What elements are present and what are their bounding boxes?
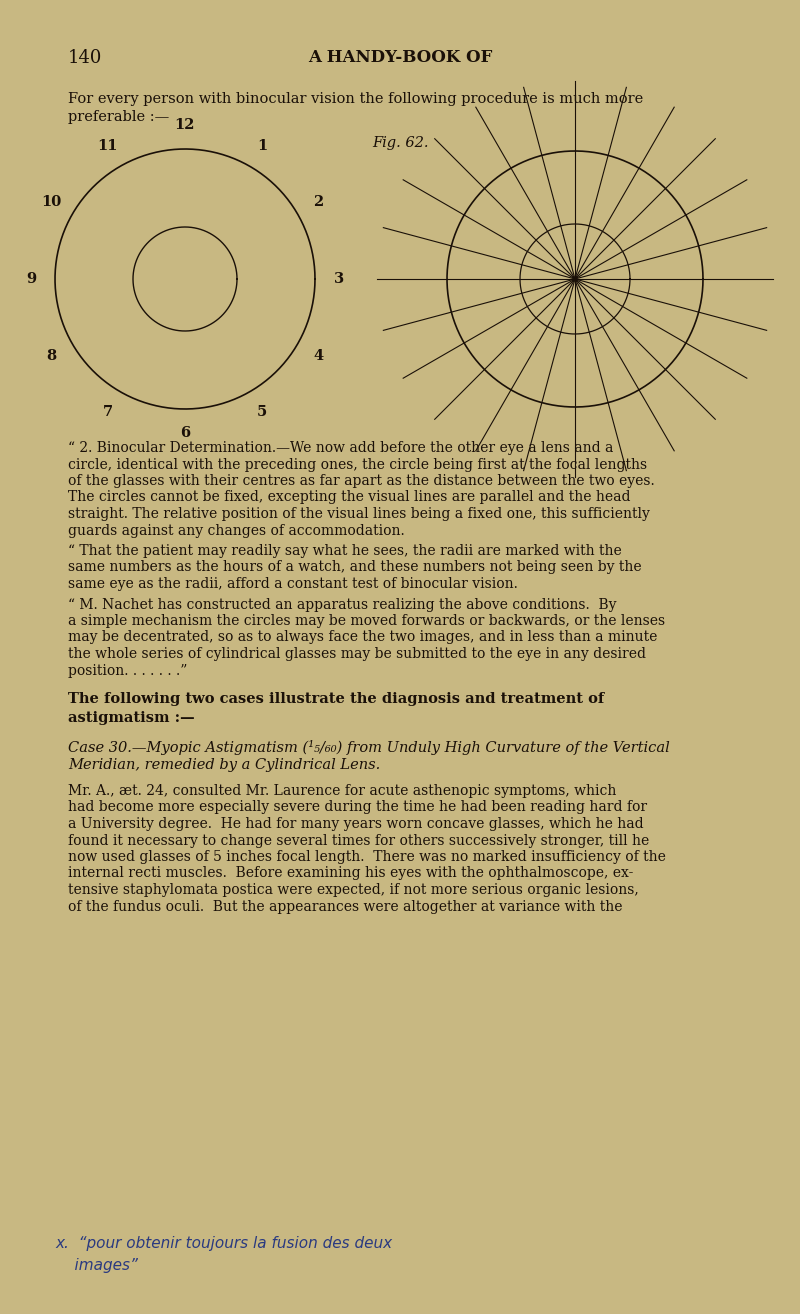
Text: had become more especially severe during the time he had been reading hard for: had become more especially severe during… bbox=[68, 800, 647, 815]
Text: Case 30.—Myopic Astigmatism (¹₅/₆₀) from Unduly High Curvature of the Vertical: Case 30.—Myopic Astigmatism (¹₅/₆₀) from… bbox=[68, 740, 670, 756]
Text: internal recti muscles.  Before examining his eyes with the ophthalmoscope, ex-: internal recti muscles. Before examining… bbox=[68, 866, 634, 880]
Text: 9: 9 bbox=[26, 272, 36, 286]
Text: astigmatism :—: astigmatism :— bbox=[68, 711, 194, 725]
Text: Fig. 62.: Fig. 62. bbox=[372, 137, 428, 150]
Text: 11: 11 bbox=[98, 139, 118, 152]
Text: guards against any changes of accommodation.: guards against any changes of accommodat… bbox=[68, 523, 405, 537]
Text: circle, identical with the preceding ones, the circle being first at the focal l: circle, identical with the preceding one… bbox=[68, 457, 647, 472]
Text: 8: 8 bbox=[46, 350, 57, 363]
Text: 6: 6 bbox=[180, 426, 190, 440]
Text: position. . . . . . .”: position. . . . . . .” bbox=[68, 664, 187, 678]
Text: x.  “pour obtenir toujours la fusion des deux: x. “pour obtenir toujours la fusion des … bbox=[55, 1236, 392, 1251]
Text: “ That the patient may readily say what he sees, the radii are marked with the: “ That the patient may readily say what … bbox=[68, 544, 622, 558]
Text: may be decentrated, so as to always face the two images, and in less than a minu: may be decentrated, so as to always face… bbox=[68, 631, 658, 644]
Text: same eye as the radii, afford a constant test of binocular vision.: same eye as the radii, afford a constant… bbox=[68, 577, 518, 591]
Text: 2: 2 bbox=[314, 194, 323, 209]
Text: straight. The relative position of the visual lines being a fixed one, this suff: straight. The relative position of the v… bbox=[68, 507, 650, 520]
Text: The following two cases illustrate the diagnosis and treatment of: The following two cases illustrate the d… bbox=[68, 692, 604, 706]
Text: A HANDY-BOOK OF: A HANDY-BOOK OF bbox=[308, 49, 492, 66]
Text: found it necessary to change several times for others successively stronger, til: found it necessary to change several tim… bbox=[68, 833, 650, 848]
Text: tensive staphylomata postica were expected, if not more serious organic lesions,: tensive staphylomata postica were expect… bbox=[68, 883, 638, 897]
Text: 3: 3 bbox=[334, 272, 344, 286]
Text: Mr. A., æt. 24, consulted Mr. Laurence for acute asthenopic symptoms, which: Mr. A., æt. 24, consulted Mr. Laurence f… bbox=[68, 784, 616, 798]
Text: “ 2. Binocular Determination.—We now add before the other eye a lens and a: “ 2. Binocular Determination.—We now add… bbox=[68, 442, 614, 455]
Text: a University degree.  He had for many years worn concave glasses, which he had: a University degree. He had for many yea… bbox=[68, 817, 644, 830]
Text: now used glasses of 5 inches focal length.  There was no marked insufficiency of: now used glasses of 5 inches focal lengt… bbox=[68, 850, 666, 865]
Text: 5: 5 bbox=[257, 405, 267, 419]
Text: 140: 140 bbox=[68, 49, 102, 67]
Text: preferable :—: preferable :— bbox=[68, 110, 170, 124]
Text: 10: 10 bbox=[42, 194, 62, 209]
Text: the whole series of cylindrical glasses may be submitted to the eye in any desir: the whole series of cylindrical glasses … bbox=[68, 646, 646, 661]
Text: The circles cannot be fixed, excepting the visual lines are parallel and the hea: The circles cannot be fixed, excepting t… bbox=[68, 490, 630, 505]
Text: 4: 4 bbox=[314, 350, 323, 363]
Text: 12: 12 bbox=[174, 118, 195, 131]
Text: For every person with binocular vision the following procedure is much more: For every person with binocular vision t… bbox=[68, 92, 643, 106]
Text: same numbers as the hours of a watch, and these numbers not being seen by the: same numbers as the hours of a watch, an… bbox=[68, 561, 642, 574]
Text: “ M. Nachet has constructed an apparatus realizing the above conditions.  By: “ M. Nachet has constructed an apparatus… bbox=[68, 598, 617, 611]
Text: of the glasses with their centres as far apart as the distance between the two e: of the glasses with their centres as far… bbox=[68, 474, 654, 487]
Text: 7: 7 bbox=[103, 405, 113, 419]
Text: a simple mechanism the circles may be moved forwards or backwards, or the lenses: a simple mechanism the circles may be mo… bbox=[68, 614, 665, 628]
Text: images”: images” bbox=[55, 1257, 138, 1273]
Text: of the fundus oculi.  But the appearances were altogether at variance with the: of the fundus oculi. But the appearances… bbox=[68, 900, 622, 913]
Text: 1: 1 bbox=[257, 139, 267, 152]
Text: Meridian, remedied by a Cylindrical Lens.: Meridian, remedied by a Cylindrical Lens… bbox=[68, 758, 380, 773]
